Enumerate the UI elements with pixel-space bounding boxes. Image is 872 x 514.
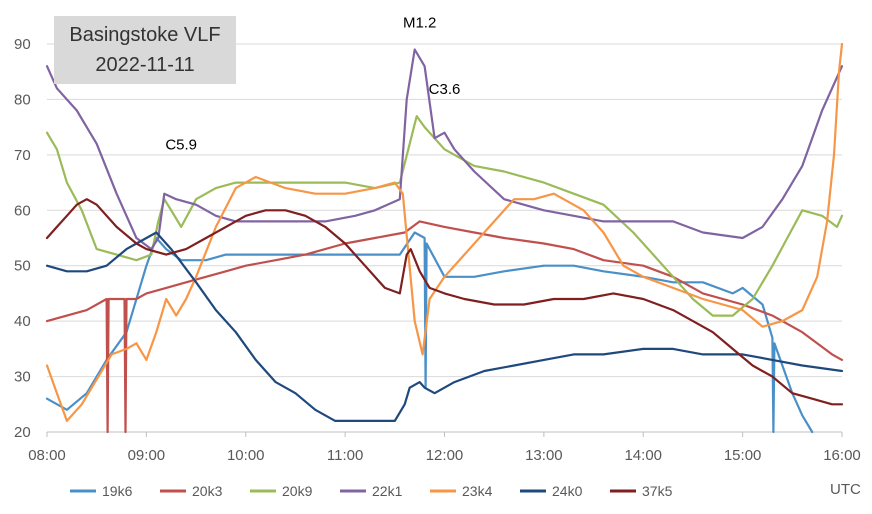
y-tick-label: 80	[14, 91, 31, 108]
x-tick-label: 12:00	[426, 447, 464, 464]
y-tick-label: 40	[14, 313, 31, 330]
annotation-label: C5.9	[165, 136, 197, 153]
y-tick-label: 90	[14, 36, 31, 53]
series-line-20k9	[45, 114, 844, 317]
series-lines	[45, 42, 844, 434]
annotations: C5.9 M1.2 C3.6	[165, 14, 460, 153]
series-line-24k0	[45, 231, 844, 422]
legend-label-37k5: 37k5	[642, 483, 673, 499]
x-tick-label: 08:00	[28, 447, 66, 464]
x-tick-label: 09:00	[128, 447, 166, 464]
x-tick-label: 15:00	[724, 447, 762, 464]
y-tick-label: 30	[14, 369, 31, 386]
y-axis-ticks: 20 30 40 50 60 70 80 90	[14, 36, 31, 441]
series-line-22k1	[45, 48, 844, 251]
series-line-23k4	[45, 42, 844, 422]
legend-label-20k9: 20k9	[282, 483, 313, 499]
title-box: Basingstoke VLF 2022-11-11	[54, 16, 236, 84]
legend: 19k6 20k3 20k9 22k1 23k4 24k0 37k5	[70, 483, 673, 499]
legend-label-23k4: 23k4	[462, 483, 493, 499]
x-axis-ticks: 08:00 09:00 10:00 11:00 12:00 13:00 14:00 15:00…	[28, 431, 861, 464]
x-tick-label: 14:00	[624, 447, 662, 464]
y-tick-label: 60	[14, 202, 31, 219]
legend-label-22k1: 22k1	[372, 483, 403, 499]
legend-label-19k6: 19k6	[102, 483, 133, 499]
x-tick-label: 16:00	[823, 447, 861, 464]
chart-subtitle: 2022-11-11	[95, 54, 195, 76]
chart-title: Basingstoke VLF	[69, 24, 221, 46]
annotation-label: C3.6	[429, 81, 461, 98]
y-tick-label: 50	[14, 258, 31, 275]
legend-label-24k0: 24k0	[552, 483, 583, 499]
y-tick-label: 70	[14, 147, 31, 164]
legend-label-20k3: 20k3	[192, 483, 223, 499]
series-line-37k5	[45, 198, 844, 406]
annotation-label: M1.2	[403, 14, 436, 31]
x-tick-label: 11:00	[327, 447, 363, 464]
x-tick-label: 10:00	[227, 447, 265, 464]
x-axis-label: UTC	[830, 481, 861, 498]
x-tick-label: 13:00	[525, 447, 563, 464]
y-tick-label: 20	[14, 424, 31, 441]
